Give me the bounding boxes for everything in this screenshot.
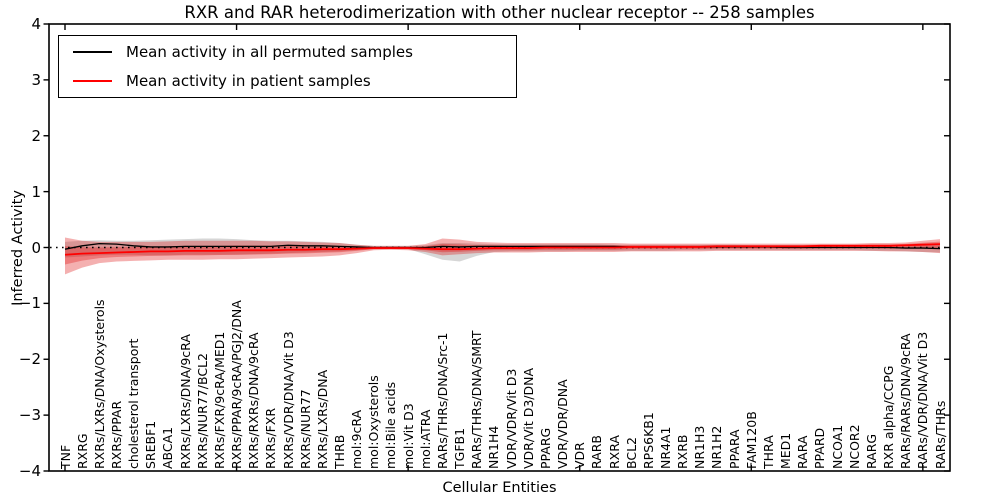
x-tick-label: RXRs/NUR77 <box>297 389 313 469</box>
x-tick-label: mol:Vit D3 <box>400 403 416 469</box>
patient-line-swatch <box>73 80 112 82</box>
x-tick-label: RXRs/RXRs/DNA/9cRA <box>246 332 262 469</box>
x-tick-label: mol:ATRA <box>417 409 433 469</box>
x-tick-label: RXRs/LXRs/DNA/9cRA <box>177 334 193 469</box>
x-tick-label: ABCA1 <box>160 426 176 469</box>
x-tick-label: RXR alpha/CCPG <box>881 365 897 469</box>
x-tick-label: RARA <box>795 435 811 469</box>
x-tick-label: RXRG <box>74 433 90 469</box>
x-tick-label: NCOA1 <box>829 424 845 469</box>
x-tick-label: RXRs/VDR/DNA/Vit D3 <box>280 331 296 469</box>
x-tick-label: TNF <box>57 444 73 469</box>
y-tick-label: 4 <box>31 15 41 33</box>
x-tick-label: FAM120B <box>743 411 759 469</box>
x-axis-label: Cellular Entities <box>442 480 557 496</box>
y-tick-label: −4 <box>18 462 41 480</box>
y-tick-label: −2 <box>18 350 41 369</box>
legend-label-permuted: Mean activity in all permuted samples <box>126 43 413 61</box>
x-tick-label: RXRB <box>675 434 691 469</box>
x-tick-label: BCL2 <box>623 436 639 469</box>
permuted-mean-line <box>64 242 941 250</box>
band-permuted-samples-spread <box>65 238 941 262</box>
x-tick-label: RXRs/FXR <box>263 407 279 469</box>
x-tick-label: mol:9cRA <box>349 409 365 469</box>
legend-item-permuted: Mean activity in all permuted samples <box>59 39 516 65</box>
chart-title: RXR and RAR heterodimerization with othe… <box>184 3 815 22</box>
x-tick-label: RARs/VDR/DNA/Vit D3 <box>915 331 931 469</box>
patient-mean-line <box>64 243 941 256</box>
x-tick-label: VDR <box>572 442 588 469</box>
y-tick-label: −3 <box>18 406 41 425</box>
x-tick-label: mol:Bile acids <box>383 381 399 469</box>
x-tick-label: NR1H2 <box>709 425 725 469</box>
x-tick-label: cholesterol transport <box>126 338 142 469</box>
x-tick-label: RARs/RARs/DNA/9cRA <box>898 333 914 469</box>
x-tick-label: PPARG <box>537 427 553 469</box>
x-tick-label: RARs/THRs/DNA/SMRT <box>469 330 485 469</box>
x-tick-label: VDR/VDR/DNA <box>555 379 571 469</box>
x-tick-label: RXRs/LXRs/DNA/Oxysterols <box>91 299 107 469</box>
x-tick-label: RARB <box>589 435 605 469</box>
x-tick-label: THRB <box>332 434 347 469</box>
x-tick-label: VDR/Vit D3/DNA <box>520 367 536 469</box>
legend-label-patient: Mean activity in patient samples <box>126 72 371 90</box>
x-tick-label: RXRs/NUR77/BCL2 <box>194 353 210 469</box>
x-tick-label: NCOR2 <box>846 424 862 469</box>
permuted-line-swatch <box>73 51 112 53</box>
x-tick-label: RXRs/FXR/9cRA/MED1 <box>211 331 227 469</box>
x-tick-label: PPARA <box>726 429 742 469</box>
x-tick-label: THRA <box>760 435 776 469</box>
legend-item-patient: Mean activity in patient samples <box>59 68 516 94</box>
x-tick-label: NR1H4 <box>486 425 502 469</box>
x-tick-label: PPARD <box>812 427 828 469</box>
x-tick-label: SREBF1 <box>143 420 159 469</box>
y-tick-label: 2 <box>31 126 41 145</box>
x-tick-label: TGFB1 <box>452 427 468 469</box>
x-tick-label: VDR/VDR/Vit D3 <box>503 368 519 469</box>
x-tick-label: RXRs/PPAR/9cRA/PGJ2/DNA <box>229 300 245 469</box>
x-tick-label: MED1 <box>778 432 794 469</box>
y-tick-label: 1 <box>31 182 41 201</box>
band-patient-samples-spread-outer <box>65 237 941 275</box>
y-tick-label: −1 <box>18 294 41 313</box>
x-tick-label: RARs/THRs/DNA/Src-1 <box>434 332 450 469</box>
x-tick-label: NR1H3 <box>692 425 708 469</box>
legend: Mean activity in all permuted samples Me… <box>58 35 517 98</box>
x-tick-label: NR4A1 <box>657 426 673 470</box>
x-tick-label: RARs/THRs <box>932 400 948 469</box>
x-tick-label: mol:Oxysterols <box>366 375 382 469</box>
y-tick-label: 3 <box>31 70 41 89</box>
x-tick-label: RARG <box>863 433 879 469</box>
x-tick-label: RPS6KB1 <box>640 412 656 469</box>
y-tick-label: 0 <box>31 238 41 257</box>
x-tick-label: RXRs/LXRs/DNA <box>314 369 330 469</box>
x-tick-label: RXRs/PPAR <box>108 400 124 469</box>
x-tick-label: RXRA <box>606 435 622 469</box>
